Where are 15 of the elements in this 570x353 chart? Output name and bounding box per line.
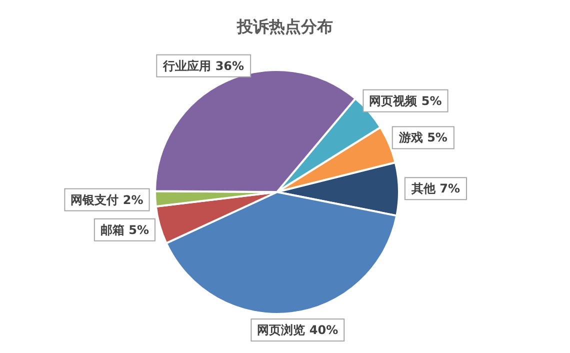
data-label: 40% — [309, 323, 338, 338]
data-label: 5% — [421, 94, 442, 108]
slice-label: 网银支付 — [70, 192, 123, 207]
slice-label: 游戏 — [398, 130, 428, 145]
chart-title: 投诉热点分布 — [236, 17, 333, 36]
data-label: 5% — [427, 130, 448, 145]
data-label: 7% — [440, 182, 460, 196]
data-label: 36% — [215, 58, 244, 73]
data-label: 5% — [128, 222, 149, 237]
slice-label: 其他 — [410, 182, 440, 196]
data-label: 2% — [122, 192, 144, 207]
slice-label: 行业应用 — [162, 58, 216, 73]
slice-label: 网页浏览 — [257, 323, 310, 338]
slice-label: 邮箱 — [100, 222, 129, 237]
slice-label: 网页视频 — [369, 94, 422, 108]
